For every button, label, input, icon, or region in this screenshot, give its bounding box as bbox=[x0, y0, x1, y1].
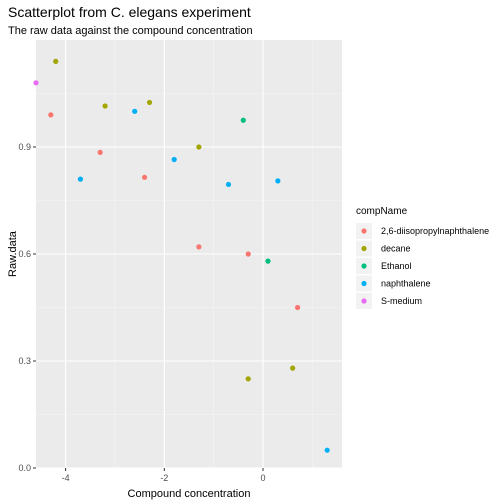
data-point bbox=[196, 244, 202, 250]
data-point bbox=[102, 103, 108, 109]
legend-marker bbox=[361, 298, 367, 304]
data-point bbox=[294, 304, 301, 311]
y-tick-label: 0.9 bbox=[18, 142, 31, 152]
data-point bbox=[33, 80, 39, 86]
legend-marker bbox=[361, 228, 367, 234]
y-tick-label: 0.0 bbox=[18, 463, 31, 473]
legend-label: naphthalene bbox=[381, 279, 431, 289]
data-point bbox=[171, 156, 177, 163]
data-point bbox=[324, 447, 330, 453]
grid-lines bbox=[36, 40, 342, 469]
data-point bbox=[245, 376, 251, 382]
legend-marker bbox=[361, 263, 367, 269]
legend-marker bbox=[361, 280, 367, 287]
legend: compName 2,6-diisopropylnaphthalene decan… bbox=[356, 206, 489, 309]
data-point bbox=[225, 181, 232, 188]
data-point bbox=[97, 149, 103, 155]
y-axis: 0.0 0.3 0.6 0.9 bbox=[18, 142, 36, 473]
data-point bbox=[245, 251, 251, 257]
data-point bbox=[77, 176, 84, 182]
data-point bbox=[240, 117, 246, 123]
data-point bbox=[265, 258, 271, 264]
x-tick-label: 0 bbox=[261, 473, 266, 483]
data-points bbox=[33, 58, 330, 453]
data-point bbox=[53, 58, 59, 64]
legend-label: S-medium bbox=[381, 296, 422, 306]
data-point bbox=[132, 108, 138, 114]
legend-label: decane bbox=[381, 244, 411, 254]
data-point bbox=[48, 112, 54, 118]
legend-marker bbox=[361, 245, 367, 252]
chart-title: Scatterplot from C. elegans experiment bbox=[8, 4, 251, 20]
legend-label: 2,6-diisopropylnaphthalene bbox=[381, 226, 489, 236]
x-tick-label: -4 bbox=[62, 473, 70, 483]
data-point bbox=[146, 99, 153, 106]
y-axis-title: Raw.data bbox=[7, 230, 19, 277]
y-tick-label: 0.6 bbox=[18, 249, 31, 259]
data-point bbox=[290, 365, 296, 371]
data-point bbox=[275, 178, 281, 184]
x-axis: -4 -2 0 bbox=[62, 468, 266, 483]
data-point bbox=[141, 174, 148, 180]
legend-label: Ethanol bbox=[381, 261, 412, 271]
y-tick-label: 0.3 bbox=[18, 356, 31, 366]
data-point bbox=[196, 144, 202, 150]
chart-subtitle: The raw data against the compound concen… bbox=[8, 25, 253, 37]
x-tick-label: -2 bbox=[160, 473, 168, 483]
legend-title: compName bbox=[356, 206, 408, 217]
x-axis-title: Compound concentration bbox=[128, 488, 251, 500]
